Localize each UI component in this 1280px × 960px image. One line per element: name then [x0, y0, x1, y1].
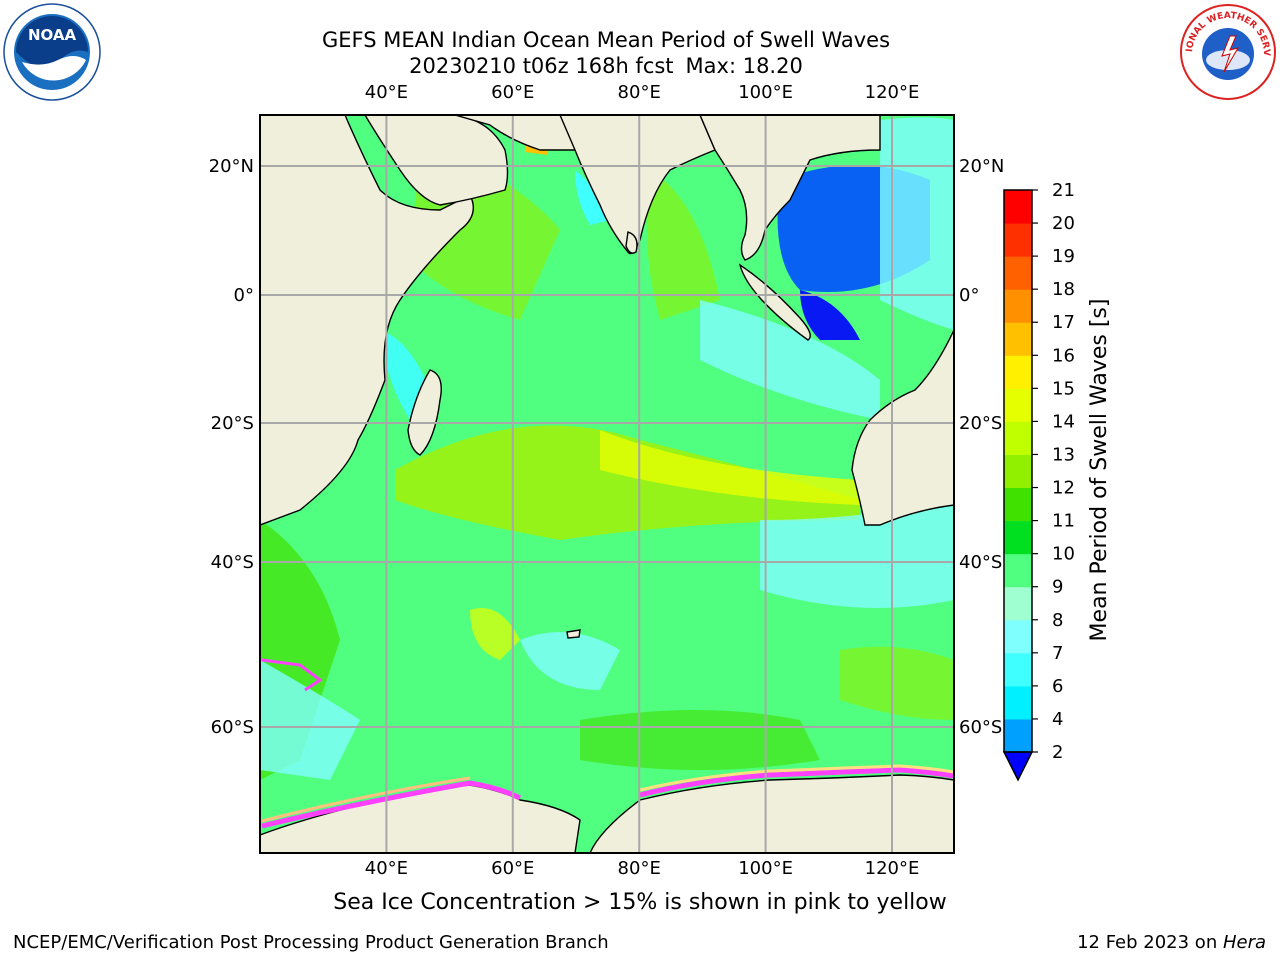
colorbar-label: Mean Period of Swell Waves [s] — [1087, 299, 1112, 642]
map-tick-labels: 40°E 40°E 60°E 60°E 80°E 80°E 100°E 100°E 120°E 1… — [209, 82, 1005, 879]
colorbar-tick-label: 12 — [1052, 478, 1075, 499]
lat-tick-label-left: 0° — [234, 285, 254, 306]
colorbar-segment — [1004, 586, 1032, 621]
colorbar-segment — [1004, 619, 1032, 654]
machine-name: Hera — [1222, 932, 1266, 953]
colorbar-segment — [1004, 685, 1032, 720]
colorbar-tick-label: 21 — [1052, 180, 1075, 201]
lon-tick-label-bottom: 120°E — [865, 858, 920, 879]
producer-credit: NCEP/EMC/Verification Post Processing Pr… — [13, 932, 609, 953]
map-title: GEFS MEAN Indian Ocean Mean Period of Sw… — [321, 28, 891, 52]
colorbar-segment — [1004, 256, 1032, 290]
map-subtitle: 20230210 t06z 168h fcst Max: 18.20 — [200, 53, 1012, 79]
colorbar-tick-label: 7 — [1052, 643, 1063, 664]
colorbar-tick-label: 2 — [1052, 742, 1063, 763]
colorbar-tick-label: 20 — [1052, 213, 1075, 234]
lat-tick-label-left: 60°S — [211, 717, 254, 738]
generation-date: 12 Feb 2023 on Hera — [1077, 932, 1266, 953]
colorbar-tick-label: 13 — [1052, 444, 1075, 465]
colorbar-segment — [1004, 487, 1032, 522]
lat-tick-label-right: 0° — [959, 285, 979, 306]
colorbar-tick-label: 6 — [1052, 676, 1063, 697]
colorbar-tick-label: 10 — [1052, 544, 1075, 565]
lon-tick-label-top: 60°E — [491, 82, 534, 103]
colorbar-tick-label: 8 — [1052, 610, 1063, 631]
lon-tick-label-bottom: 80°E — [618, 858, 661, 879]
colorbar-tick-label: 4 — [1052, 709, 1063, 730]
sea-ice-caption: Sea Ice Concentration > 15% is shown in … — [333, 890, 947, 915]
colorbar-tick-label: 16 — [1052, 345, 1075, 366]
lat-tick-label-left: 20°S — [211, 413, 254, 434]
colorbar-tick-label: 17 — [1052, 312, 1075, 333]
southeast-asia — [699, 115, 881, 261]
nws-logo-icon: NATIONAL WEATHER SERVICE — [1178, 2, 1276, 100]
colorbar-extend-triangle — [1002, 751, 1034, 782]
colorbar-segment — [1004, 190, 1032, 224]
colorbar: 2 4 6 7 8 9 10 11 12 13 14 15 16 17 18 19 20 21 Mean Perio… — [1002, 180, 1112, 782]
forecast-time: 20230210 t06z 168h fcst — [409, 54, 674, 78]
colorbar-segment — [1004, 520, 1032, 555]
colorbar-tick-label: 15 — [1052, 378, 1075, 399]
colorbar-segment — [1004, 652, 1032, 687]
lat-tick-label-left: 40°S — [211, 552, 254, 573]
lat-tick-label-right: 40°S — [959, 552, 1002, 573]
colorbar-tick-label: 14 — [1052, 411, 1075, 432]
colorbar-segment — [1004, 289, 1032, 323]
colorbar-frame — [1003, 189, 1033, 753]
colorbar-tick-label: 19 — [1052, 246, 1075, 267]
australia — [851, 329, 954, 526]
colorbar-segment — [1004, 322, 1032, 356]
graticule — [260, 115, 954, 853]
lat-tick-label-right: 20°S — [959, 413, 1002, 434]
sri-lanka — [625, 231, 638, 254]
colorbar-segment — [1004, 553, 1032, 588]
madagascar — [407, 369, 442, 456]
colorbar-tick-label: 9 — [1052, 577, 1063, 598]
kerguelen — [566, 629, 581, 639]
noaa-logo-text: NOAA — [28, 26, 77, 44]
lat-tick-label-left: 20°N — [209, 156, 254, 177]
colorbar-segment — [1004, 454, 1032, 489]
lat-tick-label-right: 20°N — [959, 156, 1004, 177]
sumatra — [738, 263, 811, 341]
lon-tick-label-bottom: 40°E — [365, 858, 408, 879]
map-area — [260, 115, 954, 853]
map-frame — [259, 114, 955, 854]
max-value: Max: 18.20 — [685, 54, 803, 78]
lat-tick-label-right: 60°S — [959, 717, 1002, 738]
colorbar-segment — [1004, 223, 1032, 257]
lon-tick-label-bottom: 60°E — [491, 858, 534, 879]
colorbar-segment — [1004, 421, 1032, 455]
generation-date-text: 12 Feb 2023 on — [1077, 932, 1223, 953]
lon-tick-label-top: 80°E — [618, 82, 661, 103]
sea-ice-edge — [261, 658, 954, 829]
lon-tick-label-bottom: 100°E — [738, 858, 793, 879]
noaa-logo-icon: NOAA — [3, 3, 101, 101]
lon-tick-label-top: 40°E — [365, 82, 408, 103]
colorbar-segment — [1004, 355, 1032, 389]
colorbar-segment — [1004, 718, 1032, 753]
lon-tick-label-top: 120°E — [865, 82, 920, 103]
colorbar-tick-label: 11 — [1052, 511, 1075, 532]
colorbar-segment — [1004, 388, 1032, 422]
lon-tick-label-top: 100°E — [738, 82, 793, 103]
colorbar-tick-label: 18 — [1052, 279, 1075, 300]
arabia — [364, 115, 509, 206]
